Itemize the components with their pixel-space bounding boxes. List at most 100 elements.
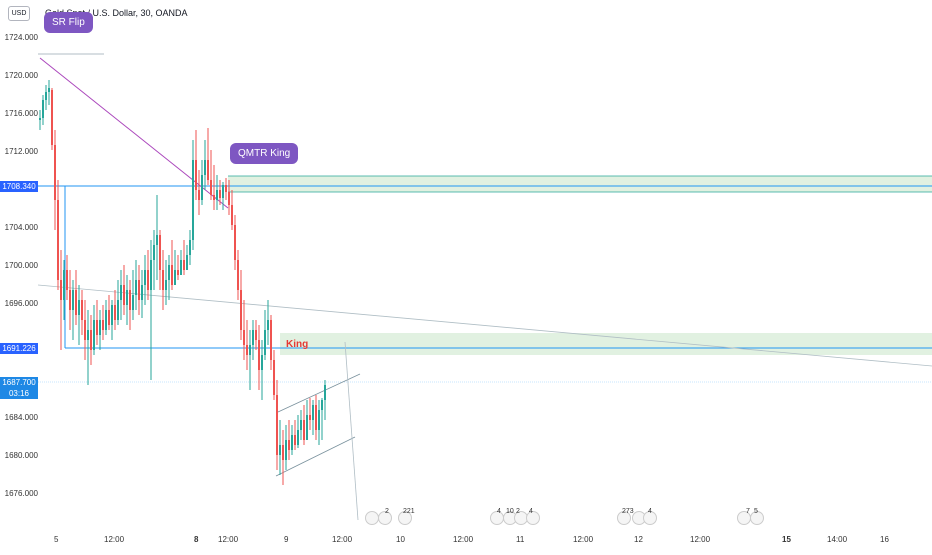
us-flag-icon[interactable] bbox=[750, 511, 764, 525]
candle-body bbox=[123, 285, 125, 305]
y-tick: 1716.000 bbox=[4, 109, 38, 118]
candle-body bbox=[156, 235, 158, 245]
event-count: 2 bbox=[516, 508, 520, 515]
candle-body bbox=[147, 270, 149, 290]
x-tick: 12:00 bbox=[218, 535, 239, 544]
event-count: 221 bbox=[403, 508, 415, 515]
us-flag-icon[interactable] bbox=[378, 511, 392, 525]
candle-body bbox=[204, 160, 206, 175]
candle-body bbox=[72, 290, 74, 310]
x-tick: 12:00 bbox=[332, 535, 353, 544]
trend-line-grey bbox=[37, 284, 932, 367]
us-flag-icon[interactable] bbox=[643, 511, 657, 525]
candle-body bbox=[228, 192, 230, 205]
candle-body bbox=[252, 330, 254, 345]
y-tick: 1704.000 bbox=[4, 223, 38, 232]
event-count: 5 bbox=[754, 508, 758, 515]
candle-body bbox=[207, 160, 209, 180]
candle-body bbox=[201, 175, 203, 200]
candle-body bbox=[222, 185, 224, 198]
candle-body bbox=[111, 305, 113, 325]
price-tag-1691[interactable]: 1691.226 bbox=[0, 343, 38, 354]
candle-body bbox=[174, 270, 176, 285]
currency-badge[interactable]: USD bbox=[8, 6, 30, 21]
event-count: 4 bbox=[497, 508, 501, 515]
candle-body bbox=[171, 265, 173, 285]
candle-body bbox=[231, 205, 233, 225]
us-flag-icon[interactable] bbox=[398, 511, 412, 525]
candle-body bbox=[138, 280, 140, 300]
candle-body bbox=[315, 405, 317, 430]
candle-body bbox=[141, 285, 143, 300]
candle-body bbox=[210, 180, 212, 195]
current-price: 1687.700 bbox=[2, 378, 36, 387]
x-tick: 8 bbox=[194, 535, 199, 544]
candle-body bbox=[102, 320, 104, 330]
candle-body bbox=[312, 405, 314, 420]
candle-body bbox=[234, 225, 236, 260]
candle-body bbox=[42, 100, 44, 118]
candle-body bbox=[324, 385, 326, 400]
us-flag-icon[interactable] bbox=[617, 511, 631, 525]
candle-body bbox=[279, 445, 281, 455]
candle-body bbox=[192, 160, 194, 240]
candle-body bbox=[162, 270, 164, 290]
candle-body bbox=[249, 345, 251, 355]
y-tick: 1700.000 bbox=[4, 261, 38, 270]
candle-body bbox=[84, 320, 86, 340]
candle-body bbox=[48, 88, 50, 92]
candle-body bbox=[309, 415, 311, 420]
candle-body bbox=[57, 200, 59, 280]
candle-body bbox=[90, 330, 92, 350]
candle-body bbox=[150, 260, 152, 290]
candle-body bbox=[318, 410, 320, 430]
current-price-tag[interactable]: 1687.700 03:16 bbox=[0, 377, 38, 399]
event-count: 4 bbox=[529, 508, 533, 515]
candle-body bbox=[81, 300, 83, 320]
y-tick: 1696.000 bbox=[4, 299, 38, 308]
candle-body bbox=[153, 245, 155, 260]
candle-body bbox=[267, 320, 269, 330]
candle-body bbox=[51, 90, 53, 145]
candle-body bbox=[66, 270, 68, 290]
candle-body bbox=[306, 415, 308, 440]
y-tick: 1684.000 bbox=[4, 413, 38, 422]
candle-body bbox=[213, 195, 215, 200]
qmtr-king-callout[interactable]: QMTR King bbox=[230, 143, 299, 164]
candle-body bbox=[60, 280, 62, 300]
candle-body bbox=[240, 290, 242, 330]
supply-zone-upper bbox=[228, 176, 932, 192]
x-tick: 14:00 bbox=[827, 535, 848, 544]
candle-body bbox=[195, 160, 197, 190]
sr-flip-callout[interactable]: SR Flip bbox=[44, 12, 93, 33]
y-tick: 1676.000 bbox=[4, 489, 38, 498]
candle-body bbox=[78, 300, 80, 315]
candle-body bbox=[219, 190, 221, 198]
candle-body bbox=[216, 190, 218, 200]
event-count: 273 bbox=[622, 508, 634, 515]
candle-body bbox=[168, 265, 170, 280]
candle-body bbox=[114, 305, 116, 320]
price-tag-1708[interactable]: 1708.340 bbox=[0, 181, 38, 192]
candle-body bbox=[105, 310, 107, 330]
candle-body bbox=[120, 285, 122, 300]
candle-body bbox=[93, 320, 95, 350]
candle-body bbox=[282, 445, 284, 460]
candle-body bbox=[96, 320, 98, 335]
us-flag-icon[interactable] bbox=[365, 511, 379, 525]
candle-body bbox=[246, 345, 248, 355]
candle-body bbox=[264, 330, 266, 355]
candle-body bbox=[243, 330, 245, 345]
x-tick: 12:00 bbox=[573, 535, 594, 544]
x-tick: 12 bbox=[634, 535, 643, 544]
y-tick: 1720.000 bbox=[4, 71, 38, 80]
candle-body bbox=[270, 320, 272, 360]
candle-body bbox=[165, 280, 167, 290]
us-flag-icon[interactable] bbox=[526, 511, 540, 525]
event-count: 10 bbox=[506, 508, 514, 515]
channel-top bbox=[277, 373, 361, 413]
x-tick: 12:00 bbox=[453, 535, 474, 544]
x-tick: 10 bbox=[396, 535, 405, 544]
